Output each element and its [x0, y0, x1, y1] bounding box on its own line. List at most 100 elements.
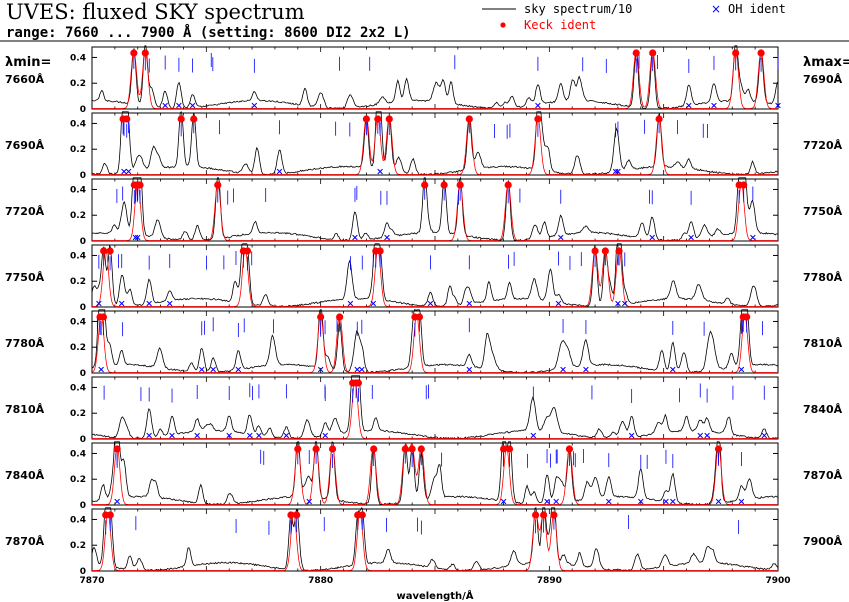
y-tick-label: 0: [80, 303, 86, 313]
keck-ident-marker: [214, 181, 222, 189]
oh-ident-marker: [283, 432, 290, 439]
oh-ident-marker: [134, 234, 141, 241]
y-tick-label: 0.4: [70, 251, 86, 261]
keck-ident-marker: [328, 445, 337, 453]
keck-ident-marker: [632, 49, 640, 57]
y-tick-label: 0.4: [70, 515, 86, 525]
y-tick-label: 0: [80, 567, 86, 577]
keck-ident-marker: [312, 445, 320, 453]
y-tick-label: 0.2: [70, 343, 86, 353]
keck-ident-marker: [177, 115, 185, 123]
legend: sky spectrum/10 × OH ident Keck ident: [482, 2, 786, 32]
oh-ident-marker: [347, 300, 354, 307]
bottom-axis: 7870 7880 7890 7900: [79, 576, 790, 586]
keck-ident-marker: [287, 511, 295, 519]
panel: 0 0.2 0.4 7690Å 7720Å: [5, 110, 843, 181]
keck-ident-marker: [99, 313, 108, 321]
y-tick-label: 0.2: [70, 409, 86, 419]
keck-ident-marker: [374, 115, 382, 123]
model-spectrum-line: [92, 510, 778, 571]
keck-ident-marker: [757, 49, 765, 57]
oh-ident-marker: [169, 432, 175, 439]
y-tick-label: 0.2: [70, 79, 86, 89]
y-tick-label: 0.2: [70, 541, 86, 551]
model-spectrum-line: [92, 379, 778, 439]
panel-right-label: 7750Å: [803, 205, 843, 218]
keck-ident-marker: [243, 247, 252, 255]
panel: 0 0.2 0.4 7840Å 7870Å: [5, 441, 843, 511]
keck-ident-marker: [415, 313, 424, 321]
panel-right-label: 7870Å: [803, 469, 843, 482]
y-tick-label: 0: [80, 171, 86, 181]
panel-left-label: 7810Å: [5, 403, 45, 416]
panel: 0 0.2 0.4 7720Å 7750Å: [5, 176, 843, 247]
oh-ident-marker: [306, 498, 312, 505]
model-spectrum-line: [92, 247, 778, 307]
oh-ident-marker: [761, 432, 768, 439]
oh-ident-marker: [199, 366, 205, 373]
oh-ident-marker: [663, 498, 669, 505]
oh-ident-marker: [210, 366, 216, 373]
keck-ident-marker: [532, 511, 540, 519]
keck-ident-marker: [504, 181, 512, 189]
oh-ident-marker: [583, 366, 589, 373]
oh-ident-marker: [247, 432, 253, 439]
panel-frame: [91, 310, 779, 374]
y-tick-label: 0: [80, 435, 86, 445]
keck-ident-marker: [354, 379, 362, 387]
oh-ident-marker: [352, 234, 358, 241]
keck-ident-marker: [565, 445, 574, 453]
panel-left-label: 7660Å: [5, 73, 45, 86]
keck-ident-marker: [100, 247, 108, 255]
panel-right-label: 7840Å: [803, 403, 843, 416]
keck-ident-marker: [540, 511, 548, 519]
y-tick-label: 0: [80, 369, 86, 379]
oh-ident-marker: [121, 168, 127, 175]
oh-ident-marker: [162, 102, 168, 109]
oh-ident-marker: [276, 168, 283, 175]
model-spectrum-line: [92, 115, 778, 175]
oh-ident-marker: [530, 432, 537, 439]
oh-ident-marker: [670, 498, 676, 505]
keck-ident-marker: [408, 445, 416, 453]
panel: 0 0.2 0.4 7750Å 7780Å: [5, 243, 843, 313]
keck-ident-marker: [601, 247, 609, 255]
x-tick-label: 7870: [79, 576, 104, 586]
x-tick-label: 7880: [308, 576, 333, 586]
keck-ident-marker: [421, 181, 429, 189]
sky-spectrum-line: [91, 441, 779, 506]
panel-left-label: 7840Å: [5, 469, 45, 482]
legend-oh-marker-icon: ×: [711, 2, 721, 16]
keck-ident-marker: [440, 181, 448, 189]
y-tick-label: 0: [80, 105, 86, 115]
oh-ident-marker: [256, 432, 262, 439]
oh-ident-marker: [649, 234, 655, 241]
oh-ident-marker: [500, 498, 507, 505]
keck-ident-marker: [465, 115, 473, 123]
oh-ident-marker: [427, 300, 434, 307]
panel-right-label: 7780Å: [803, 271, 843, 284]
keck-ident-marker: [743, 313, 751, 321]
y-tick-label: 0.2: [70, 145, 86, 155]
panel-right-label: 7900Å: [803, 535, 843, 548]
panel-left-label: 7690Å: [5, 139, 45, 152]
oh-ident-marker: [535, 102, 541, 109]
y-tick-label: 0: [80, 237, 86, 247]
y-tick-label: 0.4: [70, 185, 86, 195]
x-tick-label: 7900: [765, 576, 790, 586]
keck-ident-marker: [401, 445, 409, 453]
panel: 0 0.2 0.4 7870Å 7900Å: [5, 507, 843, 577]
lambda-max-label: λmax=: [803, 55, 849, 70]
oh-ident-marker: [544, 498, 550, 505]
oh-ident-marker: [114, 498, 120, 505]
oh-ident-marker: [555, 300, 562, 307]
keck-ident-marker: [336, 313, 344, 321]
oh-ident-marker: [715, 498, 722, 505]
keck-ident-marker: [385, 115, 393, 123]
oh-ident-marker: [558, 234, 564, 241]
sky-spectrum-line: [91, 507, 779, 572]
panel-frame: [91, 376, 779, 440]
oh-ident-marker: [118, 300, 125, 307]
oh-ident-marker: [359, 366, 365, 373]
